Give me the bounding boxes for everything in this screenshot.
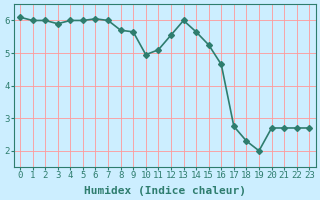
X-axis label: Humidex (Indice chaleur): Humidex (Indice chaleur) bbox=[84, 186, 246, 196]
